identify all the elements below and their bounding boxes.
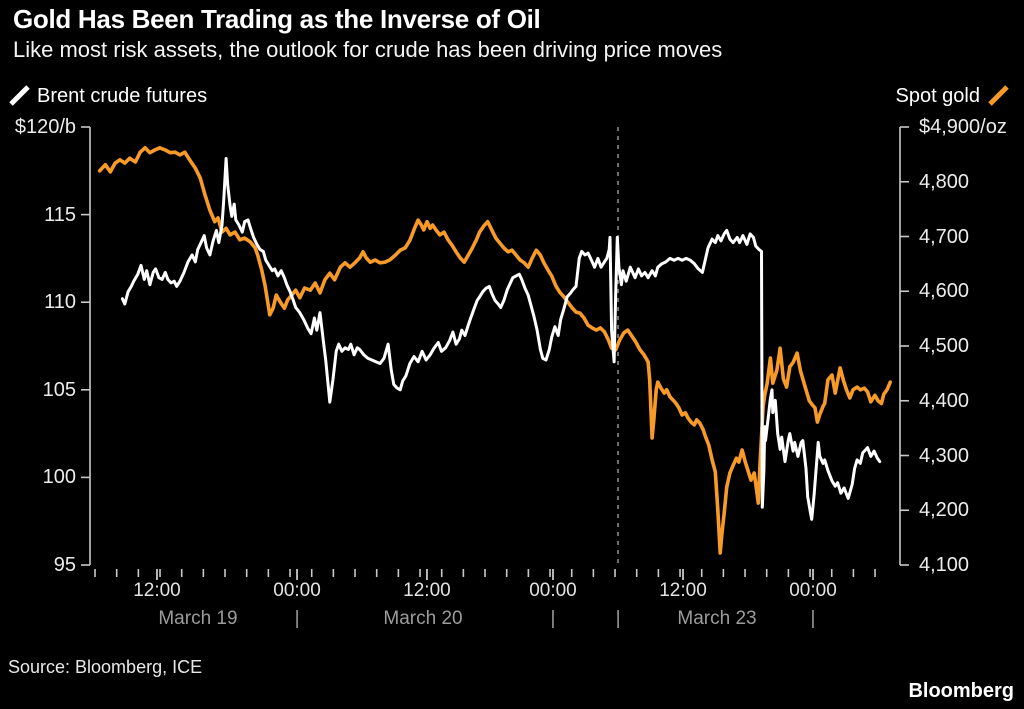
- legend-gold-label: Spot gold: [895, 85, 980, 107]
- y-axis-label-oil: 95: [53, 554, 76, 576]
- page-subtitle: Like most risk assets, the outlook for c…: [13, 37, 723, 62]
- x-axis-date-separator: |: [615, 608, 621, 629]
- x-axis-date-label: March 19: [158, 608, 238, 629]
- source-attribution: Source: Bloomberg, ICE: [8, 657, 203, 677]
- y-axis-label-oil: 115: [44, 203, 76, 226]
- y-axis-label-oil: $120/b: [14, 116, 76, 138]
- y-axis-label-gold: 4,300: [919, 444, 970, 467]
- y-axis-label-gold: $4,900/oz: [919, 116, 1007, 138]
- y-axis-label-gold: 4,700: [919, 225, 970, 248]
- bloomberg-logo: Bloomberg: [908, 680, 1014, 702]
- y-axis-label-gold: 4,500: [919, 335, 970, 357]
- x-axis-time-label: 00:00: [529, 580, 577, 601]
- y-axis-label-gold: 4,100: [919, 554, 970, 576]
- x-axis-date-separator: |: [550, 608, 556, 629]
- x-axis-date-separator: |: [294, 608, 300, 629]
- y-axis-label-gold: 4,800: [919, 170, 970, 193]
- x-axis-time-label: 00:00: [789, 580, 837, 601]
- x-axis-date-separator: |: [810, 608, 816, 629]
- y-axis-label-oil: 110: [44, 291, 76, 314]
- spot-gold-line-series: [97, 146, 893, 555]
- x-axis-time-label: 12:00: [659, 580, 707, 601]
- y-axis-label-gold: 4,400: [919, 389, 970, 412]
- x-axis-date-label: March 20: [383, 608, 463, 629]
- axes: [81, 126, 909, 580]
- y-axis-label-gold: 4,200: [919, 499, 970, 522]
- x-axis-time-label: 12:00: [403, 580, 451, 601]
- y-axis-label-oil: 100: [42, 466, 76, 489]
- page-title: Gold Has Been Trading as the Inverse of …: [13, 4, 541, 34]
- legend-brent-label: Brent crude futures: [37, 85, 208, 107]
- y-axis-label-oil: 105: [42, 378, 76, 401]
- y-axis-label-gold: 4,600: [919, 280, 970, 303]
- x-axis-time-label: 00:00: [273, 580, 321, 601]
- x-axis-date-label: March 23: [677, 608, 757, 629]
- gold-line-icon: [988, 85, 1009, 106]
- x-axis-time-label: 12:00: [133, 580, 181, 601]
- brent-line-icon: [9, 85, 30, 106]
- brent-crude-line-series: [120, 157, 882, 521]
